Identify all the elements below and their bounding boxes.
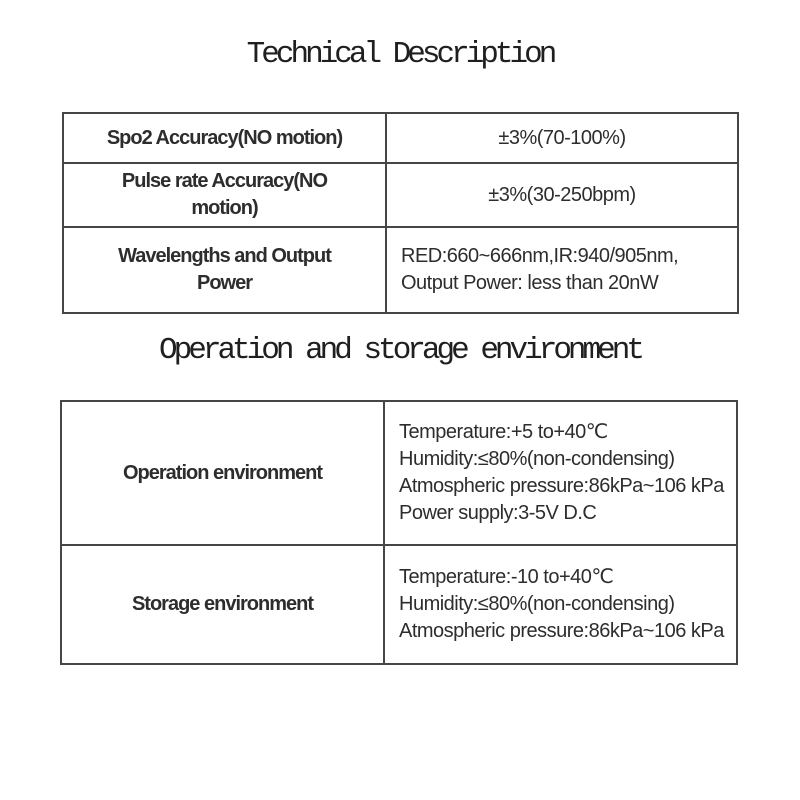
- table-row-wavelengths-output-power: Wavelengths and Output Power RED:660~666…: [62, 226, 739, 314]
- spec-label-pulse-rate-accuracy: Pulse rate Accuracy(NO motion): [62, 162, 387, 228]
- environment-table: Operation environment Temperature:+5 to+…: [60, 400, 738, 665]
- spec-label-operation-environment: Operation environment: [60, 400, 385, 546]
- spec-value-wavelengths-output-power: RED:660~666nm,IR:940/905nm, Output Power…: [385, 226, 739, 314]
- spec-value-pulse-rate-accuracy: ±3%(30-250bpm): [385, 162, 739, 228]
- technical-description-table: Spo2 Accuracy(NO motion) ±3%(70-100%) Pu…: [62, 112, 739, 314]
- technical-description-table-body: Spo2 Accuracy(NO motion) ±3%(70-100%) Pu…: [62, 112, 739, 314]
- environment-table-body: Operation environment Temperature:+5 to+…: [60, 400, 738, 665]
- table-row-spo2-accuracy: Spo2 Accuracy(NO motion) ±3%(70-100%): [62, 112, 739, 164]
- table-row-pulse-rate-accuracy: Pulse rate Accuracy(NO motion) ±3%(30-25…: [62, 162, 739, 228]
- heading-technical-description: Technical Description: [246, 37, 558, 72]
- table-row-storage-environment: Storage environment Temperature:-10 to+4…: [60, 544, 738, 665]
- spec-label-wavelengths-output-power: Wavelengths and Output Power: [62, 226, 387, 314]
- spec-label-spo2-accuracy: Spo2 Accuracy(NO motion): [62, 112, 387, 164]
- spec-label-storage-environment: Storage environment: [60, 544, 385, 665]
- spec-value-operation-environment: Temperature:+5 to+40℃ Humidity:≤80%(non-…: [383, 400, 738, 546]
- spec-value-storage-environment: Temperature:-10 to+40℃ Humidity:≤80%(non…: [383, 544, 738, 665]
- spec-value-spo2-accuracy: ±3%(70-100%): [385, 112, 739, 164]
- heading-operation-storage-environment: Operation and storage environment: [159, 333, 645, 368]
- table-row-operation-environment: Operation environment Temperature:+5 to+…: [60, 400, 738, 546]
